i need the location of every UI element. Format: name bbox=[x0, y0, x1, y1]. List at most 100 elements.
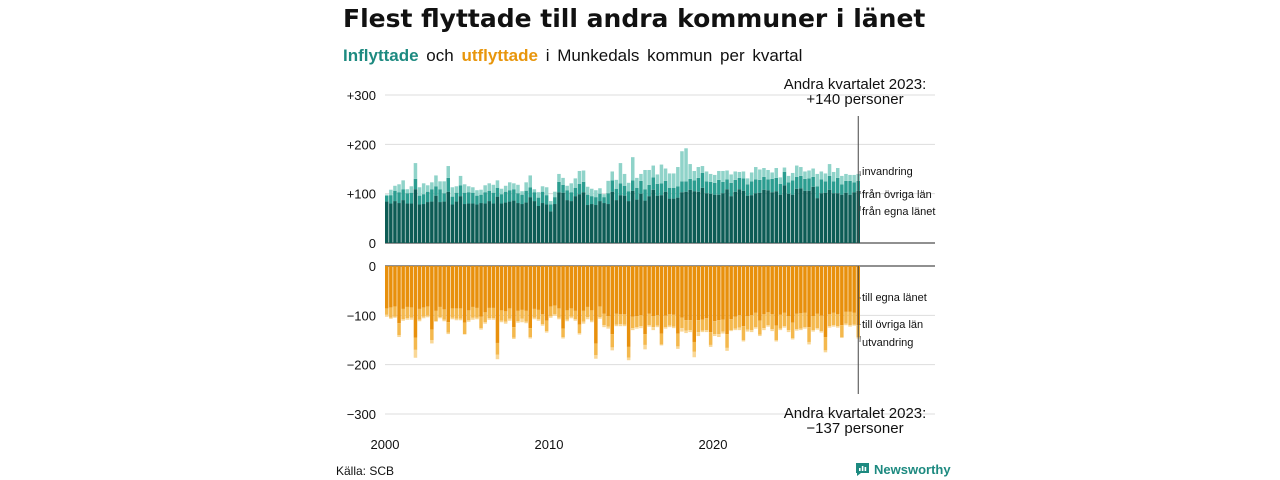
bar-in-segment bbox=[577, 183, 582, 195]
bar-out-segment bbox=[852, 312, 856, 325]
bar-out-segment bbox=[553, 266, 557, 306]
bar-in-segment bbox=[676, 197, 680, 243]
bar-in-segment bbox=[778, 183, 783, 195]
bar-in-segment bbox=[795, 188, 799, 243]
bar-out-segment bbox=[467, 266, 471, 311]
bar-in-segment bbox=[659, 183, 664, 196]
bar-out-segment bbox=[651, 327, 655, 331]
bar-in-segment bbox=[565, 200, 569, 243]
bar-out-segment bbox=[508, 318, 512, 321]
bar-in-segment bbox=[389, 203, 393, 243]
bar-out-segment bbox=[491, 318, 496, 320]
bar-in-segment bbox=[438, 189, 442, 203]
bar-in-segment bbox=[389, 195, 393, 204]
bar-in-segment bbox=[499, 203, 504, 243]
bar-out-segment bbox=[565, 310, 569, 320]
legend-in-label: invandring bbox=[862, 166, 913, 178]
bar-in-segment bbox=[606, 180, 610, 194]
bar-in-segment bbox=[516, 184, 520, 194]
bar-in-segment bbox=[520, 191, 524, 195]
bar-in-segment bbox=[622, 173, 627, 186]
y-tick-label: −100 bbox=[347, 308, 376, 323]
bar-out-segment bbox=[503, 321, 508, 324]
bar-out-segment bbox=[421, 307, 426, 317]
bar-out-segment bbox=[446, 322, 450, 333]
bar-out-segment bbox=[536, 309, 541, 320]
bar-out-segment bbox=[766, 266, 770, 313]
bar-in-segment bbox=[610, 180, 614, 192]
bar-in-segment bbox=[770, 178, 774, 193]
bar-in-segment bbox=[795, 176, 799, 189]
bar-out-segment bbox=[758, 266, 762, 321]
bar-out-segment bbox=[807, 341, 811, 345]
bar-out-segment bbox=[442, 266, 446, 310]
bar-in-segment bbox=[831, 171, 836, 182]
brand-logo: Newsworthy bbox=[855, 462, 951, 477]
bar-in-segment bbox=[692, 191, 696, 243]
bar-out-segment bbox=[479, 328, 483, 330]
bar-out-segment bbox=[680, 317, 684, 329]
bar-in-segment bbox=[811, 186, 815, 243]
bar-out-segment bbox=[512, 327, 516, 338]
bar-in-segment bbox=[421, 204, 426, 243]
bar-out-segment bbox=[549, 266, 553, 307]
bar-in-segment bbox=[458, 175, 463, 186]
bar-out-segment bbox=[635, 266, 639, 317]
bar-in-segment bbox=[655, 195, 660, 243]
bar-out-segment bbox=[655, 325, 660, 328]
bar-out-segment bbox=[721, 266, 725, 320]
bar-in-segment bbox=[532, 189, 537, 193]
bar-in-segment bbox=[508, 190, 512, 202]
bar-in-segment bbox=[663, 168, 668, 181]
bar-in-segment bbox=[491, 184, 496, 193]
bar-in-segment bbox=[766, 169, 770, 180]
bar-out-segment bbox=[614, 266, 619, 314]
bar-in-segment bbox=[680, 192, 684, 243]
bar-in-segment bbox=[754, 179, 758, 194]
bar-in-segment bbox=[745, 184, 750, 196]
bar-out-segment bbox=[475, 266, 479, 308]
bar-out-segment bbox=[795, 329, 799, 331]
bar-out-segment bbox=[741, 326, 746, 340]
bar-in-segment bbox=[499, 188, 504, 195]
bar-in-segment bbox=[577, 194, 582, 243]
bar-out-segment bbox=[713, 266, 717, 322]
bar-in-segment bbox=[844, 173, 848, 181]
bar-in-segment bbox=[491, 192, 496, 204]
bar-in-segment bbox=[487, 201, 491, 243]
bar-out-segment bbox=[421, 266, 426, 308]
bar-in-segment bbox=[549, 201, 553, 205]
bar-in-segment bbox=[553, 191, 557, 198]
bar-out-segment bbox=[836, 326, 840, 328]
bar-in-segment bbox=[590, 188, 594, 197]
bar-out-segment bbox=[848, 311, 852, 326]
bar-in-segment bbox=[790, 194, 795, 243]
bar-out-segment bbox=[409, 266, 414, 308]
bar-out-segment bbox=[811, 316, 815, 331]
bar-out-segment bbox=[532, 266, 537, 309]
bar-out-segment bbox=[848, 266, 852, 312]
bar-in-segment bbox=[754, 167, 758, 180]
bar-in-segment bbox=[819, 179, 824, 194]
bar-in-segment bbox=[405, 189, 409, 194]
bar-out-segment bbox=[708, 332, 713, 345]
bar-in-segment bbox=[672, 198, 676, 243]
bar-in-segment bbox=[462, 204, 467, 243]
bar-in-segment bbox=[569, 183, 573, 193]
subtitle-rest: i Munkedals kommun per kvartal bbox=[545, 46, 803, 65]
bar-out-segment bbox=[594, 343, 598, 356]
bar-in-segment bbox=[581, 192, 586, 243]
bar-out-segment bbox=[606, 266, 610, 317]
bar-out-segment bbox=[508, 308, 512, 319]
bar-out-segment bbox=[741, 266, 746, 327]
bar-in-segment bbox=[590, 204, 594, 243]
bar-out-segment bbox=[782, 266, 787, 313]
bar-in-segment bbox=[426, 202, 430, 243]
bar-in-segment bbox=[475, 190, 479, 196]
bar-out-segment bbox=[729, 266, 733, 320]
bar-out-segment bbox=[807, 327, 811, 342]
bar-out-segment bbox=[713, 334, 717, 337]
bar-in-segment bbox=[823, 181, 828, 193]
bar-out-segment bbox=[516, 310, 520, 322]
bar-out-segment bbox=[680, 328, 684, 332]
